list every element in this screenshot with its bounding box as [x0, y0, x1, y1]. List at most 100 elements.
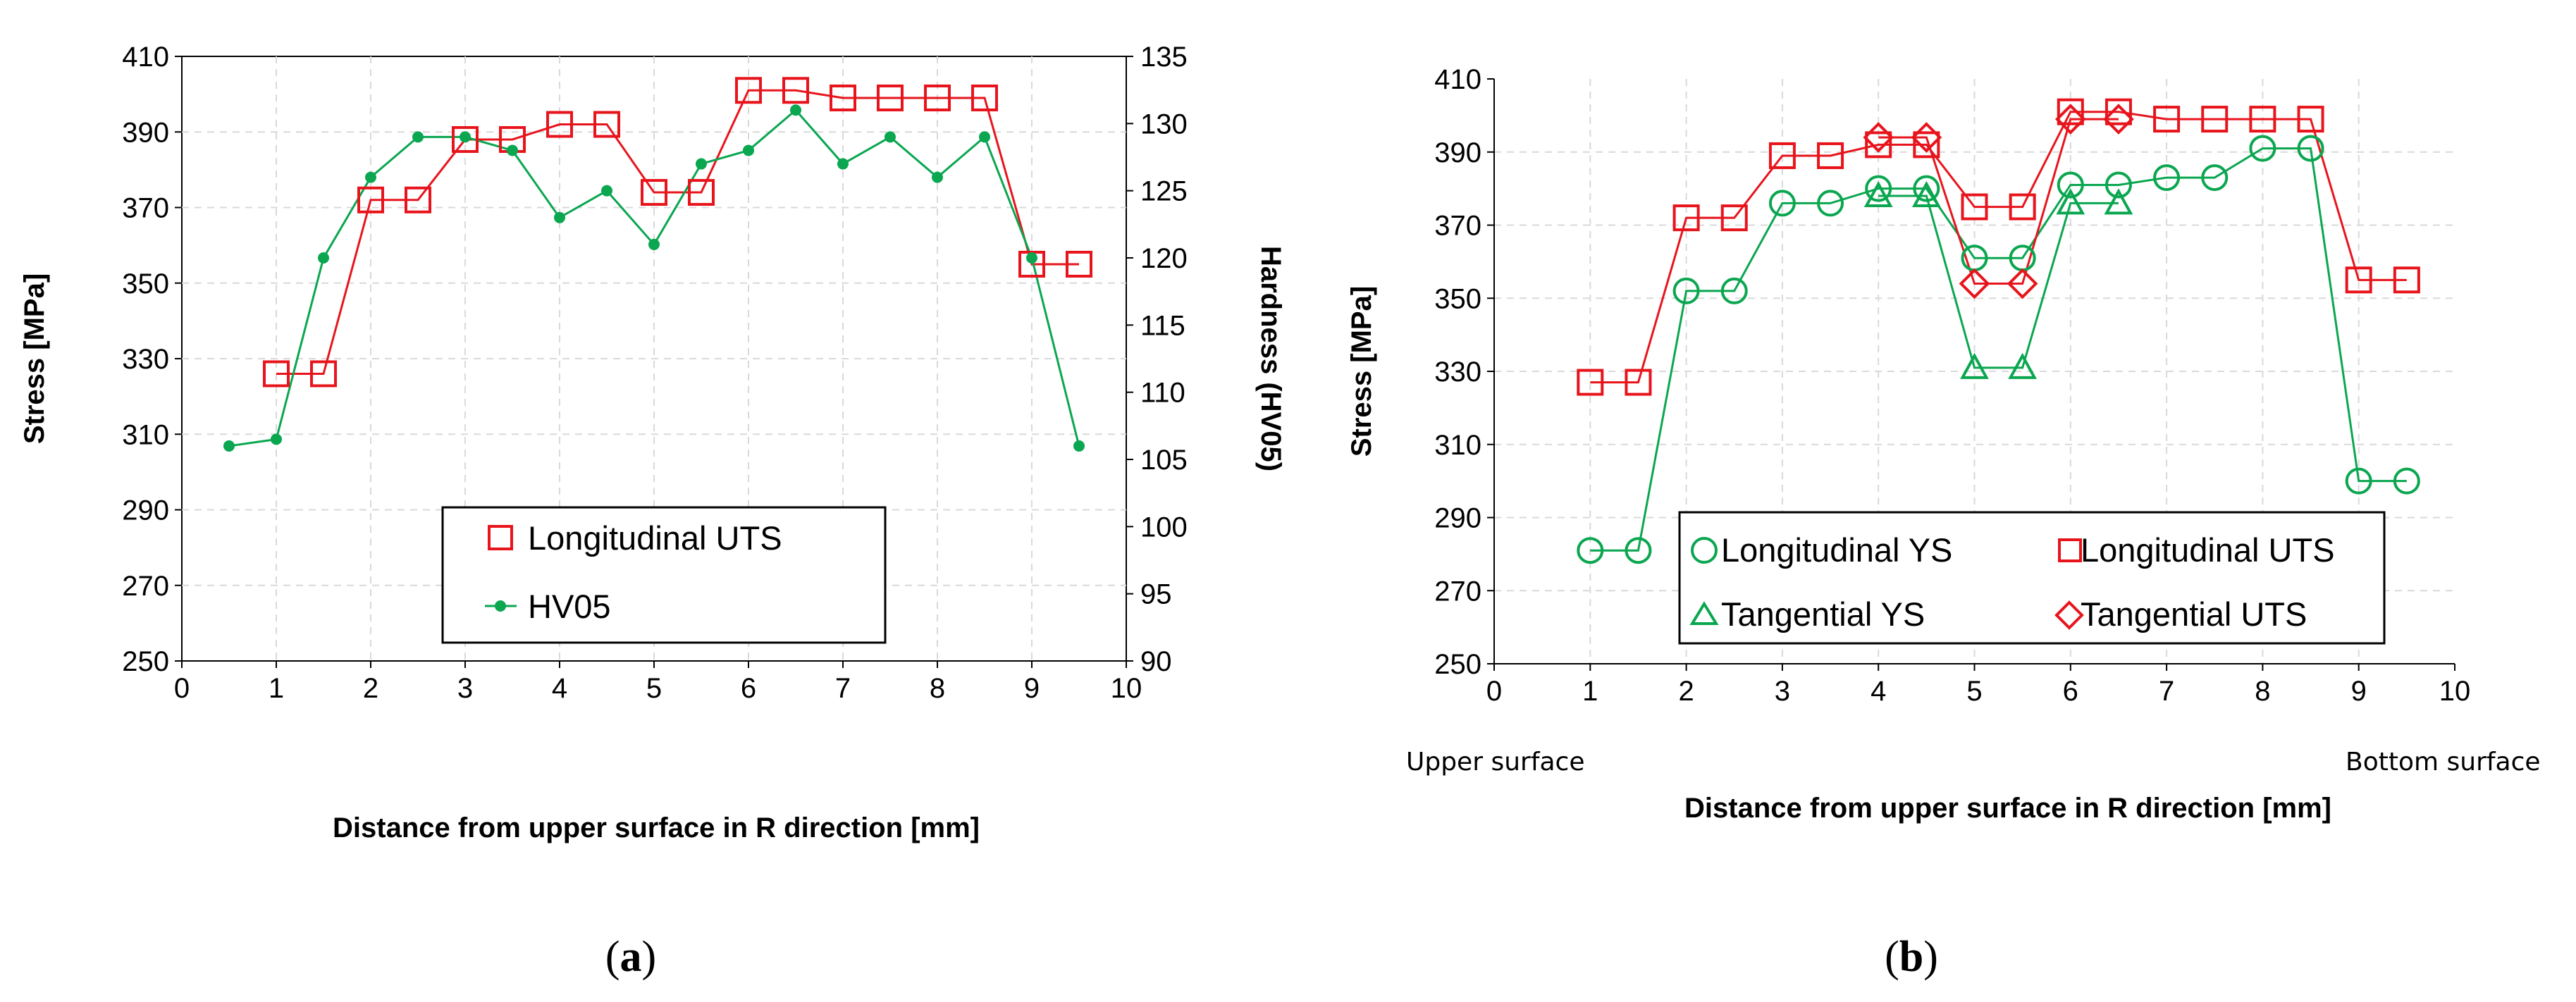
data-point-hv05	[412, 131, 424, 143]
data-point-tangential-uts	[1911, 122, 1942, 153]
data-point-tangential-uts	[1863, 122, 1894, 153]
x-tick-label: 10	[2439, 676, 2471, 707]
data-point-longitudinal-uts	[2393, 266, 2420, 294]
series-line-tangential-uts	[1878, 118, 2119, 285]
data-point-longitudinal-uts	[452, 125, 479, 153]
x-tick-label: 5	[646, 673, 662, 704]
data-point-tangential-ys	[1911, 180, 1941, 207]
chart-a-legend-box	[441, 506, 887, 644]
x-tick-label: 2	[1678, 676, 1694, 707]
data-point-tangential-ys	[1960, 352, 1989, 379]
legend-label-longitudinal-ys: Longitudinal YS	[1721, 531, 1952, 569]
y-tick-label: 250	[122, 646, 169, 677]
data-point-longitudinal-ys	[1817, 190, 1844, 217]
data-point-longitudinal-uts	[2297, 106, 2324, 133]
y-tick-label: 290	[122, 495, 169, 526]
x-tick-label: 0	[174, 673, 190, 704]
x-tick-label: 7	[2159, 676, 2174, 707]
data-point-longitudinal-uts	[1625, 369, 1652, 396]
y-tick-label: 350	[1434, 283, 1481, 314]
data-point-hv05	[790, 104, 801, 116]
y2-tick-label: 135	[1140, 42, 1188, 73]
data-point-hv05	[1073, 440, 1085, 452]
chart-a-y2-axis-title: Hardness (HV05)	[1255, 246, 1286, 471]
data-point-longitudinal-ys	[1625, 537, 1652, 564]
legend-marker-circle	[1691, 537, 1718, 564]
data-point-longitudinal-uts	[310, 360, 337, 388]
data-point-longitudinal-uts	[1672, 204, 1700, 232]
x-tick-label: 1	[1582, 676, 1598, 707]
y-tick-label: 350	[122, 268, 169, 299]
data-point-longitudinal-uts	[924, 84, 951, 111]
chart-a: 0 1 2 3 4 5 6 7 8 9 10 250 270 290 310 330 350 370 390 410 9…	[19, 42, 1286, 981]
chart-b-legend: Longitudinal YS Longitudinal UTS Tangent…	[1678, 511, 2386, 645]
data-point-hv05	[554, 211, 565, 223]
data-point-longitudinal-ys	[1913, 175, 1940, 202]
data-point-hv05	[460, 131, 471, 143]
data-point-hv05	[932, 171, 943, 183]
data-point-longitudinal-ys	[2201, 164, 2229, 192]
data-point-longitudinal-ys	[2249, 135, 2276, 162]
legend-label-longitudinal-uts-b: Longitudinal UTS	[2081, 531, 2335, 569]
y2-tick-label: 105	[1140, 445, 1188, 476]
y2-tick-label: 95	[1140, 579, 1172, 610]
data-point-tangential-uts	[2007, 268, 2038, 299]
x-tick-label: 3	[1775, 676, 1790, 707]
chart-b-y-axis-title: Stress [MPa]	[1346, 286, 1377, 457]
legend-marker-square	[2058, 538, 2082, 562]
y2-tick-label: 115	[1140, 310, 1185, 341]
y2-tick-label: 100	[1140, 512, 1188, 543]
panel-label-b: (b)	[1885, 933, 1938, 981]
data-point-longitudinal-uts	[782, 77, 809, 104]
y-tick-label: 290	[1434, 503, 1481, 534]
series-line-longitudinal-ys	[1590, 147, 2407, 552]
data-point-hv05	[223, 440, 235, 452]
data-point-longitudinal-ys	[1577, 537, 1604, 564]
data-point-longitudinal-uts	[1961, 193, 1988, 221]
data-point-hv05	[885, 131, 896, 143]
data-point-longitudinal-ys	[2297, 135, 2324, 162]
legend-marker-dot	[495, 600, 506, 612]
data-point-longitudinal-uts	[735, 77, 762, 104]
data-point-longitudinal-uts	[593, 111, 620, 138]
y-tick-label: 370	[1434, 211, 1481, 242]
data-point-longitudinal-uts	[357, 186, 384, 214]
data-point-tangential-uts	[2103, 104, 2134, 135]
chart-a-x-axis-title: Distance from upper surface in R directi…	[333, 812, 980, 843]
y-tick-label: 330	[1434, 357, 1481, 388]
chart-b: 0 1 2 3 4 5 6 7 8 9 10250270290310330350370390410 …	[1346, 64, 2541, 981]
legend-label-longitudinal-uts: Longitudinal UTS	[528, 519, 782, 557]
data-point-longitudinal-uts	[1817, 142, 1844, 169]
x-tick-label: 0	[1486, 676, 1502, 707]
data-point-hv05	[837, 158, 849, 170]
data-point-tangential-ys	[1863, 180, 1893, 207]
data-point-longitudinal-uts	[641, 179, 667, 206]
series-line-longitudinal-uts	[1590, 111, 2407, 384]
x-tick-label: 4	[1871, 676, 1886, 707]
data-point-tangential-ys	[2056, 188, 2085, 215]
data-point-longitudinal-uts	[1768, 142, 1796, 169]
panel-label-a: (a)	[605, 933, 656, 981]
y-tick-label: 310	[122, 419, 169, 450]
legend-marker-triangle	[1689, 601, 1719, 625]
data-point-hv05	[743, 144, 754, 156]
x-tick-label: 5	[1966, 676, 1982, 707]
data-point-longitudinal-uts	[2057, 98, 2084, 125]
chart-b-x-axis-title: Distance from upper surface in R directi…	[1684, 793, 2331, 824]
data-point-longitudinal-uts	[2249, 106, 2276, 133]
legend-label-tangential-uts: Tangential UTS	[2081, 595, 2307, 633]
data-point-longitudinal-ys	[2393, 467, 2420, 495]
data-point-longitudinal-uts	[1577, 369, 1604, 396]
x-tick-label: 9	[1024, 673, 1040, 704]
data-point-longitudinal-uts	[1066, 250, 1092, 278]
data-point-longitudinal-ys	[2057, 171, 2084, 199]
y-tick-label: 310	[1434, 430, 1481, 461]
data-point-tangential-uts	[2054, 104, 2086, 135]
y-tick-label: 250	[1434, 649, 1481, 680]
chart-a-legend: Longitudinal UTS HV05	[441, 506, 887, 644]
data-point-longitudinal-ys	[2345, 467, 2372, 495]
data-point-longitudinal-uts	[2104, 98, 2132, 125]
data-point-hv05	[696, 158, 707, 170]
y-tick-label: 270	[122, 571, 169, 602]
